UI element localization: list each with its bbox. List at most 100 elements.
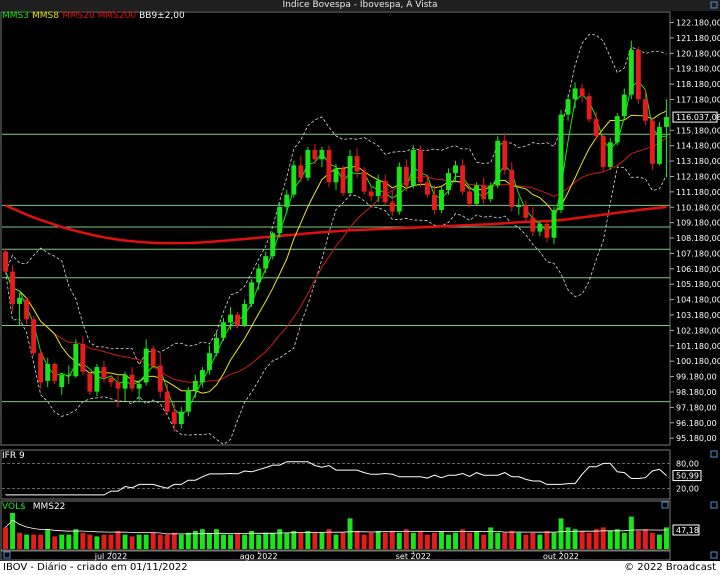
y-axis-label: 111.180,00 [676, 188, 720, 197]
candle-body [38, 353, 44, 383]
candle-body [270, 233, 276, 257]
candle-body [284, 194, 290, 207]
candle [185, 387, 191, 417]
candle-body [263, 256, 269, 269]
candle-body [565, 99, 571, 115]
candle [206, 345, 212, 375]
candle [537, 220, 543, 237]
volume-bar [523, 534, 529, 549]
volume-bar [59, 534, 65, 549]
last-price-label: 116.037,08 [676, 113, 720, 122]
candle [656, 122, 662, 166]
candle [481, 177, 487, 204]
candle [649, 117, 655, 171]
volume-bar [579, 531, 585, 549]
candle-body [199, 370, 205, 383]
volume-bar [467, 532, 473, 549]
candle [73, 339, 79, 378]
volume-bar [298, 532, 304, 549]
y-axis-label: 115.180,00 [676, 126, 720, 135]
candle-body [664, 117, 669, 127]
candle [368, 186, 374, 201]
volume-bar [291, 531, 297, 549]
volume-bar [621, 532, 627, 549]
candle-body [326, 149, 332, 183]
candle-body [171, 411, 177, 424]
bollinger-upper-band [5, 33, 667, 366]
candle-body [410, 149, 416, 186]
candle-body [509, 170, 515, 207]
candle-body [136, 383, 142, 389]
candle [263, 251, 269, 274]
candle [17, 293, 23, 326]
volume-bar [136, 534, 142, 549]
y-axis-label: 122.180,00 [676, 19, 720, 28]
candle-body [24, 299, 30, 320]
candle-body [298, 165, 304, 178]
volume-panel-label: VOL$ MMS22 [2, 502, 65, 512]
volume-bar [115, 531, 121, 549]
volume-bar [460, 529, 466, 549]
candle [382, 174, 388, 206]
candle-body [446, 173, 451, 191]
candle-body [73, 343, 79, 377]
candle-body [649, 120, 655, 164]
volume-bar [150, 532, 156, 549]
volume-bar [474, 531, 480, 549]
candle [312, 143, 318, 164]
y-axis-label: 112.180,00 [676, 172, 720, 181]
y-axis-label: 96.180,00 [676, 419, 717, 428]
volume-bar [171, 532, 177, 549]
volume-bar [10, 513, 16, 549]
volume-bar [87, 534, 93, 549]
candle-body [417, 149, 423, 183]
candle [45, 357, 51, 388]
candle-body [593, 119, 599, 137]
ifr-last-box [672, 470, 702, 482]
volume-bar [178, 534, 184, 549]
candle-body [403, 166, 409, 186]
ifr-line [5, 461, 667, 496]
volume-bar [221, 534, 226, 549]
volume-bar [530, 532, 536, 549]
candle [586, 93, 592, 123]
volume-bar [600, 527, 606, 549]
window-control-icon [661, 501, 669, 509]
candle-body [10, 271, 16, 304]
candle-body [607, 142, 613, 167]
volume-bar [403, 529, 409, 549]
y-axis-label: 106.180,00 [676, 265, 720, 274]
y-axis-label: 108.180,00 [676, 234, 720, 243]
footer-copyright: © 2022 Broadcast [624, 562, 716, 573]
candle [439, 185, 444, 214]
candle [446, 168, 451, 195]
y-axis-label: 113.180,00 [676, 157, 720, 166]
y-axis-label: 104.180,00 [676, 296, 720, 305]
candle [340, 165, 346, 197]
candle-body [340, 168, 346, 194]
candle [242, 299, 248, 328]
candle-body [495, 140, 501, 186]
candle-body [628, 49, 634, 95]
main-panel-frame [0, 11, 671, 446]
volume-bar [214, 529, 219, 549]
candle-body [579, 88, 585, 97]
window-control-icon [3, 551, 11, 559]
volume-bar [354, 531, 360, 549]
volume-bar [642, 529, 648, 549]
candle-body [368, 191, 374, 197]
candle [101, 360, 107, 383]
volume-bar [45, 529, 51, 549]
volume-bar [593, 529, 599, 549]
candle [284, 190, 290, 214]
candle-body [122, 374, 128, 389]
candle-body [192, 380, 198, 391]
y-axis-label: 105.180,00 [676, 280, 720, 289]
y-axis-label: 117.180,00 [676, 96, 720, 105]
ifr-axis-label: 80,00 [676, 459, 699, 468]
candle [509, 162, 515, 212]
candle [417, 145, 423, 187]
candle-body [108, 377, 114, 383]
volume-bar [312, 532, 318, 549]
